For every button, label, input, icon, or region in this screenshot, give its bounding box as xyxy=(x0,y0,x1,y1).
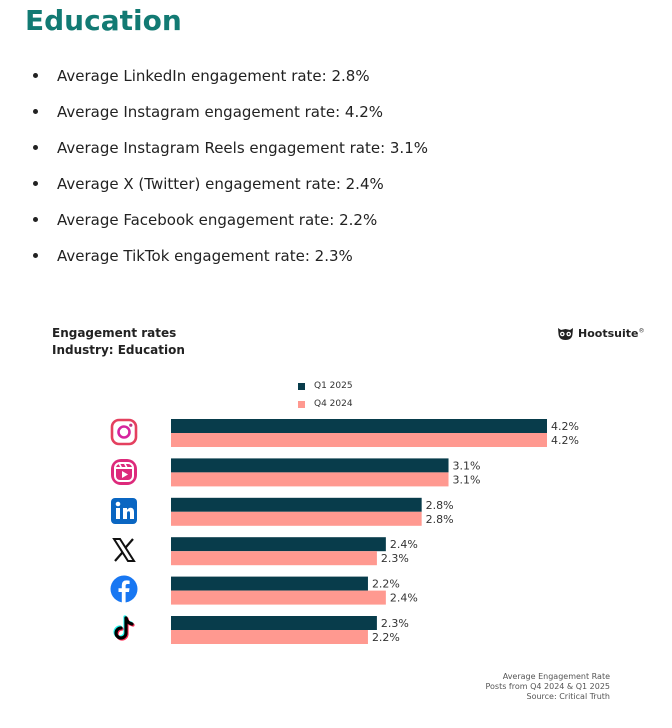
legend-item-q4: Q4 2024 xyxy=(298,395,353,413)
bar-q1-2025 xyxy=(171,419,547,433)
legend-label: Q4 2024 xyxy=(314,399,353,409)
footer-line: Source: Critical Truth xyxy=(526,692,610,701)
data-label: 2.2% xyxy=(372,578,400,591)
list-item: Average TikTok engagement rate: 2.3% xyxy=(33,246,428,282)
bar-q4-2024 xyxy=(171,433,547,447)
legend-label: Q1 2025 xyxy=(314,381,353,391)
footer-line: Posts from Q4 2024 & Q1 2025 xyxy=(485,682,610,691)
bar-q4-2024 xyxy=(171,590,386,605)
chart-subtitle: Industry: Education xyxy=(52,343,185,357)
data-label: 2.3% xyxy=(381,552,409,565)
bar-q1-2025 xyxy=(171,537,386,552)
data-label: 3.1% xyxy=(453,473,481,486)
bar-q4-2024 xyxy=(171,630,368,644)
bar-q1-2025 xyxy=(171,576,368,591)
list-item: Average Facebook engagement rate: 2.2% xyxy=(33,210,428,246)
list-item: Average LinkedIn engagement rate: 2.8% xyxy=(33,66,428,102)
bar-q4-2024 xyxy=(171,511,422,526)
page-title: Education xyxy=(25,4,182,37)
chart-footer: Average Engagement Rate Posts from Q4 20… xyxy=(485,672,610,702)
list-item: Average X (Twitter) engagement rate: 2.4… xyxy=(33,174,428,210)
data-label: 2.4% xyxy=(390,592,418,605)
bar-q4-2024 xyxy=(171,551,377,566)
bar-q1-2025 xyxy=(171,497,422,512)
hootsuite-logo: Hootsuite® xyxy=(557,324,644,342)
bar-q4-2024 xyxy=(171,472,449,487)
data-label: 2.3% xyxy=(381,617,409,630)
data-label: 2.8% xyxy=(426,499,454,512)
linkedin-icon xyxy=(111,498,137,524)
bar-q1-2025 xyxy=(171,458,449,473)
instagram-icon xyxy=(110,418,138,446)
tiktok-icon xyxy=(113,615,135,641)
list-item: Average Instagram engagement rate: 4.2% xyxy=(33,102,428,138)
stats-list: Average LinkedIn engagement rate: 2.8% A… xyxy=(33,66,428,282)
footer-line: Average Engagement Rate xyxy=(502,672,610,681)
legend-swatch-q1 xyxy=(298,382,305,390)
data-label: 2.8% xyxy=(426,513,454,526)
data-label: 3.1% xyxy=(453,459,481,472)
data-label: 2.4% xyxy=(390,538,418,551)
data-label: 4.2% xyxy=(551,434,579,447)
owl-icon xyxy=(558,327,573,340)
chart-heading: Engagement rates Industry: Education xyxy=(52,325,185,359)
facebook-icon xyxy=(110,575,138,603)
data-label: 4.2% xyxy=(551,420,579,433)
data-label: 2.2% xyxy=(372,631,400,644)
legend-item-q1: Q1 2025 xyxy=(298,377,353,395)
brand-name: Hootsuite® xyxy=(578,326,645,340)
bar-q1-2025 xyxy=(171,616,377,630)
legend-swatch-q4 xyxy=(298,400,305,408)
list-item: Average Instagram Reels engagement rate:… xyxy=(33,138,428,174)
chart-legend: Q1 2025 Q4 2024 xyxy=(298,377,353,413)
x-twitter-icon xyxy=(112,538,136,562)
chart-title: Engagement rates xyxy=(52,326,177,340)
instagram-reels-icon xyxy=(111,459,137,485)
